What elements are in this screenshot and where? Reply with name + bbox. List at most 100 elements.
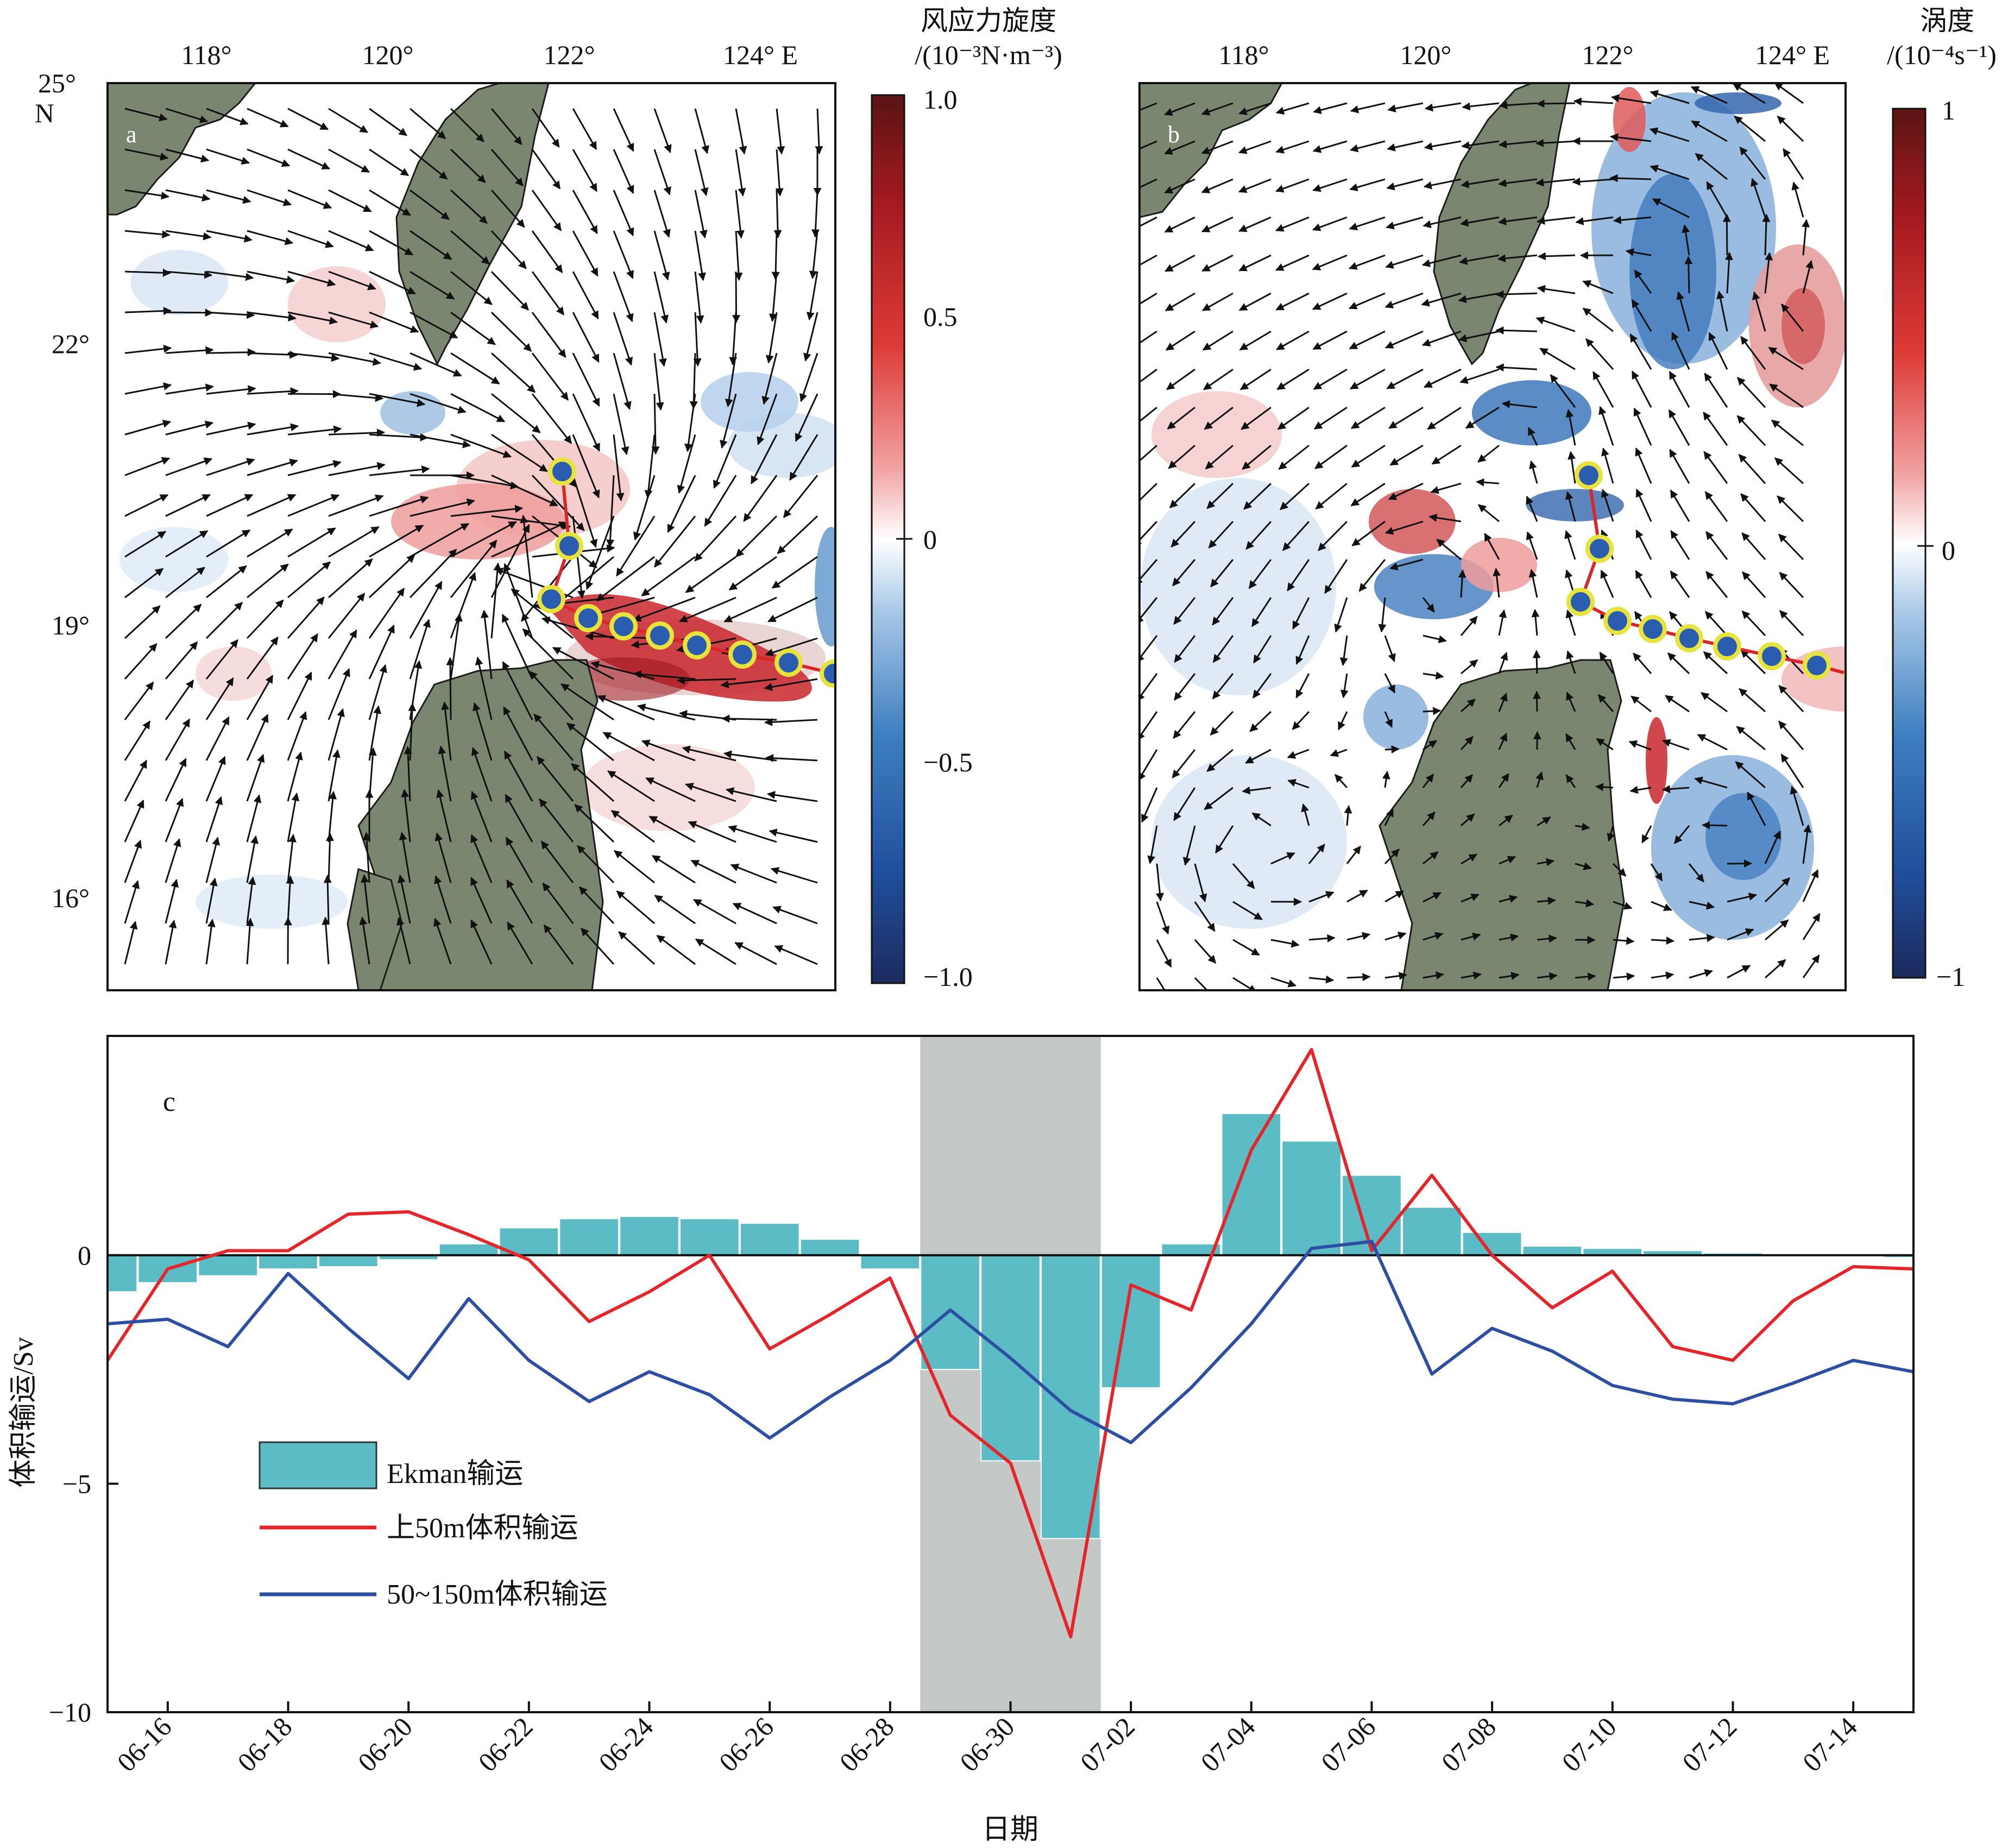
current-vector-arrow <box>1635 529 1652 560</box>
wind-vector-arrow <box>328 629 357 680</box>
current-vector-arrow <box>1139 368 1157 384</box>
current-vector-arrow <box>1736 726 1766 751</box>
panel-b-lon-label-122: 122° <box>1582 40 1634 70</box>
current-vector-arrow <box>1422 671 1444 680</box>
wind-vector-arrow <box>580 927 615 965</box>
current-vector-arrow <box>1668 409 1690 446</box>
panel-a-lat-label-19: 19° <box>52 610 90 640</box>
wind-vector-arrow <box>577 845 615 884</box>
wind-vector-arrow <box>287 596 325 639</box>
current-vector-arrow <box>1239 330 1271 351</box>
current-vector-arrow <box>1139 102 1157 111</box>
current-vector-arrow <box>1422 971 1444 980</box>
wind-vector-arrow <box>124 344 172 354</box>
current-vector-arrow <box>1280 482 1310 511</box>
wind-vector-arrow <box>328 668 350 720</box>
wind-vector-arrow <box>205 639 238 680</box>
wind-vector-arrow <box>450 433 512 458</box>
current-vector-arrow <box>1278 444 1310 470</box>
wind-vector-arrow <box>596 556 655 602</box>
current-vector-arrow <box>1802 219 1810 256</box>
wind-vector-arrow <box>165 530 209 558</box>
legend-label-50-150m: 50~150m体积输运 <box>387 1579 608 1610</box>
wind-vector-arrow <box>441 701 452 761</box>
current-vector-arrow <box>1765 919 1789 941</box>
current-vector-arrow <box>1596 738 1614 751</box>
wind-vector-arrow <box>571 763 614 802</box>
wind-vector-arrow <box>732 902 777 925</box>
wind-vector-arrow <box>328 271 376 291</box>
wind-vector-arrow <box>206 529 251 558</box>
wind-vector-arrow <box>165 271 213 279</box>
wind-vector-arrow <box>404 746 412 802</box>
typhoon-track-point <box>1585 535 1614 563</box>
wind-vector-arrow <box>165 457 213 476</box>
wind-vector-arrow <box>607 770 655 802</box>
wind-vector-arrow <box>490 352 536 393</box>
wind-vector-arrow <box>205 716 230 761</box>
current-vector-arrow <box>1573 97 1614 106</box>
wind-vector-arrow <box>774 945 818 965</box>
current-vector-arrow <box>1641 825 1652 844</box>
current-vector-arrow <box>1740 649 1766 675</box>
current-vector-arrow <box>1422 740 1438 751</box>
wind-vector-arrow <box>694 108 709 154</box>
wind-vector-arrow <box>322 916 330 965</box>
wind-vector-arrow <box>205 877 218 924</box>
current-vector-arrow <box>1495 290 1538 299</box>
wind-vector-arrow <box>531 312 566 358</box>
wind-vector-arrow <box>124 148 169 161</box>
current-vector-arrow <box>1351 444 1386 468</box>
current-vector-arrow <box>1340 673 1349 699</box>
current-vector-arrow <box>1609 174 1652 183</box>
wind-vector-arrow <box>572 312 600 363</box>
wind-vector-arrow <box>165 604 202 639</box>
current-vector-arrow <box>1156 863 1164 902</box>
wind-vector-arrow <box>435 832 452 883</box>
wind-vector-arrow <box>491 515 571 530</box>
current-vector-arrow <box>1565 491 1576 522</box>
wind-vector-arrow <box>205 837 220 883</box>
x-tick-label: 07-08 <box>1436 1711 1502 1777</box>
current-vector-arrow <box>1651 901 1672 912</box>
current-vector-arrow <box>1344 805 1352 826</box>
current-vector-arrow <box>1212 597 1234 626</box>
current-vector-arrow <box>1314 444 1348 469</box>
wind-vector-arrow <box>246 876 256 924</box>
wind-vector-arrow <box>531 393 572 444</box>
current-vector-arrow <box>1287 779 1310 789</box>
panel-a-wind-stress-curl-map: a 118° 120° 122° 124° E 25° N 22° 19° 16… <box>35 40 836 991</box>
current-vector-arrow <box>1460 853 1478 865</box>
current-vector-arrow <box>1422 634 1447 644</box>
wind-vector-arrow <box>450 474 519 490</box>
current-vector-arrow <box>1334 774 1348 789</box>
current-vector-arrow <box>1164 292 1195 312</box>
typhoon-track-point <box>537 585 565 613</box>
panel-b-colorbar-title: 涡度 <box>1920 5 1974 36</box>
current-vector-arrow <box>1465 406 1500 429</box>
wind-vector-arrow <box>369 524 424 558</box>
panel-a-lon-label-120: 120° <box>362 40 414 70</box>
panel-c-x-axis: 06-16 06-18 06-20 06-22 06-24 06-26 06-28 06-30… <box>111 1701 1863 1777</box>
current-vector-arrow <box>1736 376 1766 408</box>
current-vector-arrow <box>1382 770 1390 788</box>
current-vector-arrow <box>1430 482 1462 494</box>
current-vector-arrow <box>1239 368 1271 391</box>
wind-vector-arrow <box>124 643 158 680</box>
current-vector-arrow <box>1276 330 1310 350</box>
wind-vector-arrow <box>775 149 784 197</box>
wind-vector-arrow <box>369 311 419 333</box>
current-vector-arrow <box>1727 965 1751 979</box>
current-vector-arrow <box>1493 568 1501 598</box>
current-vector-arrow <box>1697 734 1728 751</box>
typhoon-track-point <box>728 640 757 669</box>
current-vector-arrow <box>1628 740 1652 751</box>
wind-vector-arrow <box>769 271 778 322</box>
current-vector-arrow <box>1765 959 1786 979</box>
wind-vector-arrow <box>359 916 370 965</box>
typhoon-track-point <box>1713 632 1741 661</box>
current-vector-arrow <box>1139 140 1157 150</box>
current-vector-arrow <box>1139 749 1158 781</box>
current-vector-arrow <box>1572 177 1614 186</box>
wind-vector-arrow <box>206 422 256 436</box>
